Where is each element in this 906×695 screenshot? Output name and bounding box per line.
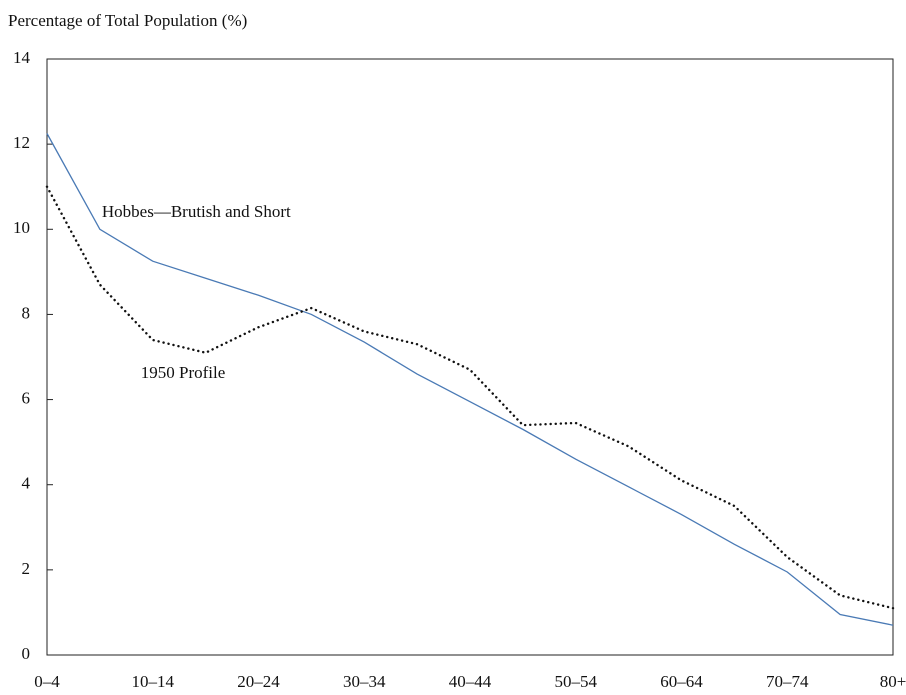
series-label: Hobbes—Brutish and Short bbox=[102, 202, 291, 221]
x-tick-label: 50–54 bbox=[555, 672, 598, 691]
x-tick-label: 80+ bbox=[880, 672, 906, 691]
y-tick-label: 6 bbox=[22, 388, 31, 407]
y-tick-label: 2 bbox=[22, 559, 31, 578]
series-line bbox=[45, 185, 895, 610]
plot-frame bbox=[46, 58, 894, 656]
y-tick-label: 12 bbox=[13, 133, 30, 152]
y-axis-label: Percentage of Total Population (%) bbox=[8, 11, 247, 30]
x-tick-label: 10–14 bbox=[132, 672, 175, 691]
x-tick-label: 70–74 bbox=[766, 672, 809, 691]
y-tick-label: 0 bbox=[22, 644, 31, 663]
x-tick-label: 60–64 bbox=[660, 672, 703, 691]
x-tick-label: 30–34 bbox=[343, 672, 386, 691]
series-line bbox=[46, 133, 894, 626]
series-label: 1950 Profile bbox=[141, 363, 226, 382]
y-tick-label: 4 bbox=[22, 474, 31, 493]
y-tick-label: 10 bbox=[13, 218, 30, 237]
x-tick-label: 20–24 bbox=[237, 672, 280, 691]
x-tick-label: 40–44 bbox=[449, 672, 492, 691]
x-tick-label: 0–4 bbox=[34, 672, 60, 691]
y-tick-label: 14 bbox=[13, 48, 31, 67]
y-tick-label: 8 bbox=[22, 303, 31, 322]
